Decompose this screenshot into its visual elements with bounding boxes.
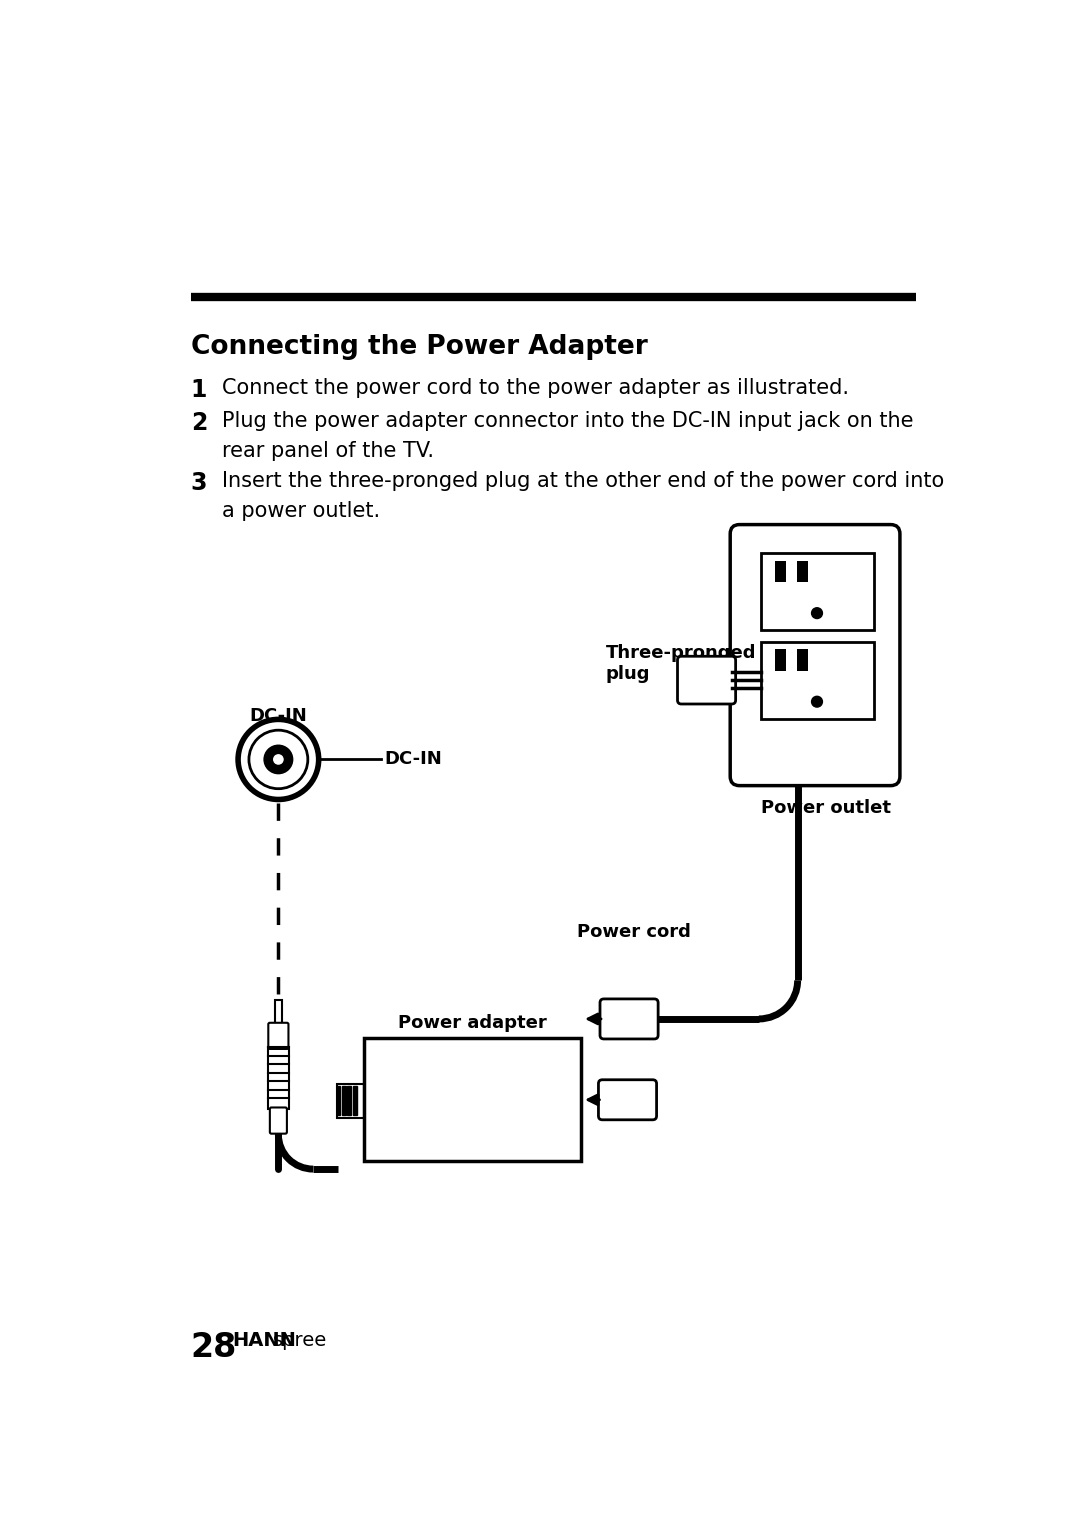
Text: 28: 28	[191, 1330, 238, 1364]
Circle shape	[248, 731, 308, 789]
Bar	[274, 1000, 282, 1024]
Bar	[761, 642, 874, 719]
Text: Connect the power cord to the power adapter as illustrated.: Connect the power cord to the power adap…	[221, 378, 849, 398]
Bar	[337, 1084, 364, 1118]
FancyBboxPatch shape	[598, 1079, 657, 1119]
Circle shape	[238, 720, 319, 800]
Text: spree: spree	[273, 1330, 327, 1350]
Bar	[342, 1086, 346, 1115]
Text: 1: 1	[191, 378, 207, 402]
Text: HANN: HANN	[232, 1330, 297, 1350]
Text: rear panel of the TV.: rear panel of the TV.	[221, 442, 434, 462]
Text: Connecting the Power Adapter: Connecting the Power Adapter	[191, 333, 648, 359]
Circle shape	[273, 755, 283, 764]
Bar	[337, 1086, 340, 1115]
Bar	[268, 1047, 289, 1109]
Bar	[797, 650, 808, 671]
Bar	[364, 1038, 581, 1162]
Bar	[761, 553, 874, 630]
FancyBboxPatch shape	[270, 1107, 287, 1133]
Bar	[775, 650, 786, 671]
Bar	[775, 561, 786, 583]
Bar	[797, 561, 808, 583]
Text: Three-pronged
plug: Three-pronged plug	[606, 644, 756, 683]
Text: Insert the three-pronged plug at the other end of the power cord into: Insert the three-pronged plug at the oth…	[221, 471, 944, 491]
Text: DC-IN: DC-IN	[384, 751, 443, 769]
Bar	[353, 1086, 356, 1115]
Text: Power cord: Power cord	[577, 922, 690, 940]
Circle shape	[811, 696, 823, 706]
FancyBboxPatch shape	[677, 656, 735, 703]
Text: DC-IN: DC-IN	[248, 706, 307, 725]
FancyBboxPatch shape	[600, 998, 658, 1038]
FancyBboxPatch shape	[268, 1023, 288, 1049]
Text: 3: 3	[191, 471, 207, 495]
Text: Plug the power adapter connector into the DC-IN input jack on the: Plug the power adapter connector into th…	[221, 411, 914, 431]
Text: 2: 2	[191, 411, 207, 436]
Text: a power outlet.: a power outlet.	[221, 502, 380, 521]
Circle shape	[811, 607, 823, 619]
FancyBboxPatch shape	[730, 524, 900, 786]
Bar	[348, 1086, 351, 1115]
Text: Power adapter: Power adapter	[397, 1014, 546, 1032]
Text: Power outlet: Power outlet	[761, 800, 891, 818]
Circle shape	[265, 746, 293, 774]
